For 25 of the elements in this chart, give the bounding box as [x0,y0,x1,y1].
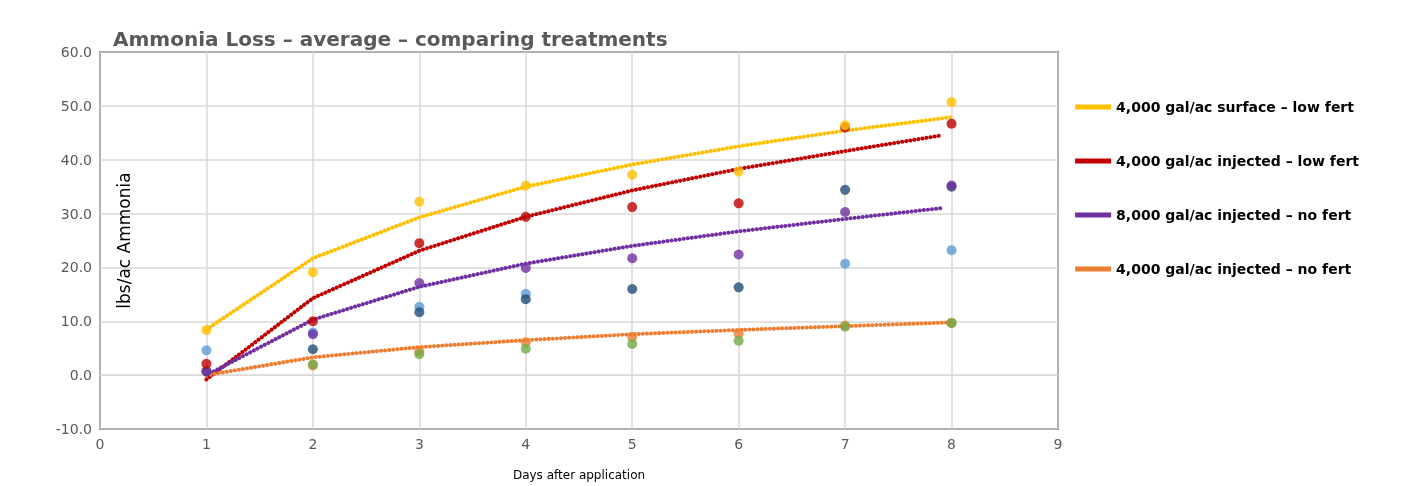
legend-label: 4,000 gal/ac injected – no fert [1116,261,1352,277]
x-tick-label: 4 [521,436,531,452]
y-tick-label: 20.0 [60,259,92,276]
x-tick-label: 7 [840,436,850,452]
chart-title: Ammonia Loss – average – comparing treatments [113,27,668,51]
legend-label: 4,000 gal/ac injected – low fert [1116,153,1360,169]
x-axis-title: Days after application [512,468,646,482]
y-tick-label: 0.0 [69,367,92,384]
x-tick-label: 3 [414,436,424,452]
y-tick-label: 30.0 [60,205,92,222]
x-tick-label: 9 [1053,436,1063,452]
y-axis-title: lbs/ac Ammonia [113,172,134,309]
x-tick-label: 0 [95,436,105,452]
x-tick-label: 2 [308,436,318,452]
legend-label: 8,000 gal/ac injected – no fert [1116,207,1352,223]
y-tick-label: 10.0 [60,313,92,330]
x-tick-label: 1 [201,436,211,452]
y-tick-label: 40.0 [60,151,92,168]
x-tick-label: 6 [734,436,744,452]
y-tick-label: -10.0 [55,421,92,437]
x-tick-label: 8 [947,436,957,452]
y-tick-label: 60.0 [60,44,92,60]
y-tick-label: 50.0 [60,97,92,114]
legend-label: 4,000 gal/ac surface – low fert [1116,99,1355,115]
x-tick-label: 5 [627,436,637,452]
